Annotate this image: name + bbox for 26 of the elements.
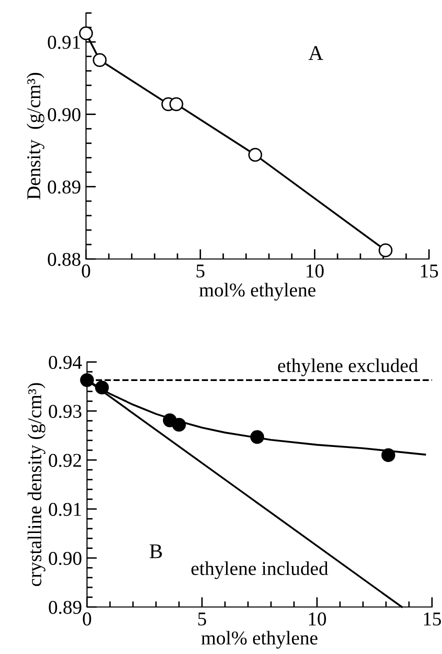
x-axis-title: mol% ethylene: [201, 630, 318, 649]
y-axis-title: Density (g/cm³): [26, 72, 44, 200]
ref-line-label: ethylene excluded: [278, 358, 418, 376]
annotation: B: [150, 544, 162, 558]
annotation: A: [308, 46, 324, 60]
x-tick-label: 5: [196, 264, 204, 278]
x-tick-label: 10: [308, 612, 326, 626]
y-axis-title: crystalline density (g/cm³): [28, 383, 46, 586]
x-tick-label: 15: [420, 264, 438, 278]
x-tick-label: 0: [82, 612, 92, 626]
y-tick-label: 0.89: [48, 180, 80, 194]
x-tick-label: 5: [198, 612, 206, 626]
x-tick-label: 10: [306, 264, 324, 278]
y-tick-label: 0.91: [48, 502, 81, 516]
y-tick-label: 0.89: [48, 600, 82, 614]
x-axis-title: mol% ethylene: [199, 282, 316, 301]
y-tick-label: 0.88: [48, 252, 80, 266]
x-tick-label: 0: [82, 264, 90, 278]
y-tick-label: 0.92: [48, 454, 82, 468]
x-tick-label: 15: [424, 612, 441, 626]
y-tick-label: 0.90: [48, 108, 80, 122]
y-tick-label: 0.93: [48, 404, 82, 418]
y-tick-label: 0.90: [48, 552, 82, 566]
y-tick-label: 0.91: [48, 36, 80, 49]
y-tick-label: 0.94: [48, 356, 82, 370]
annotation: ethylene included: [191, 561, 328, 580]
